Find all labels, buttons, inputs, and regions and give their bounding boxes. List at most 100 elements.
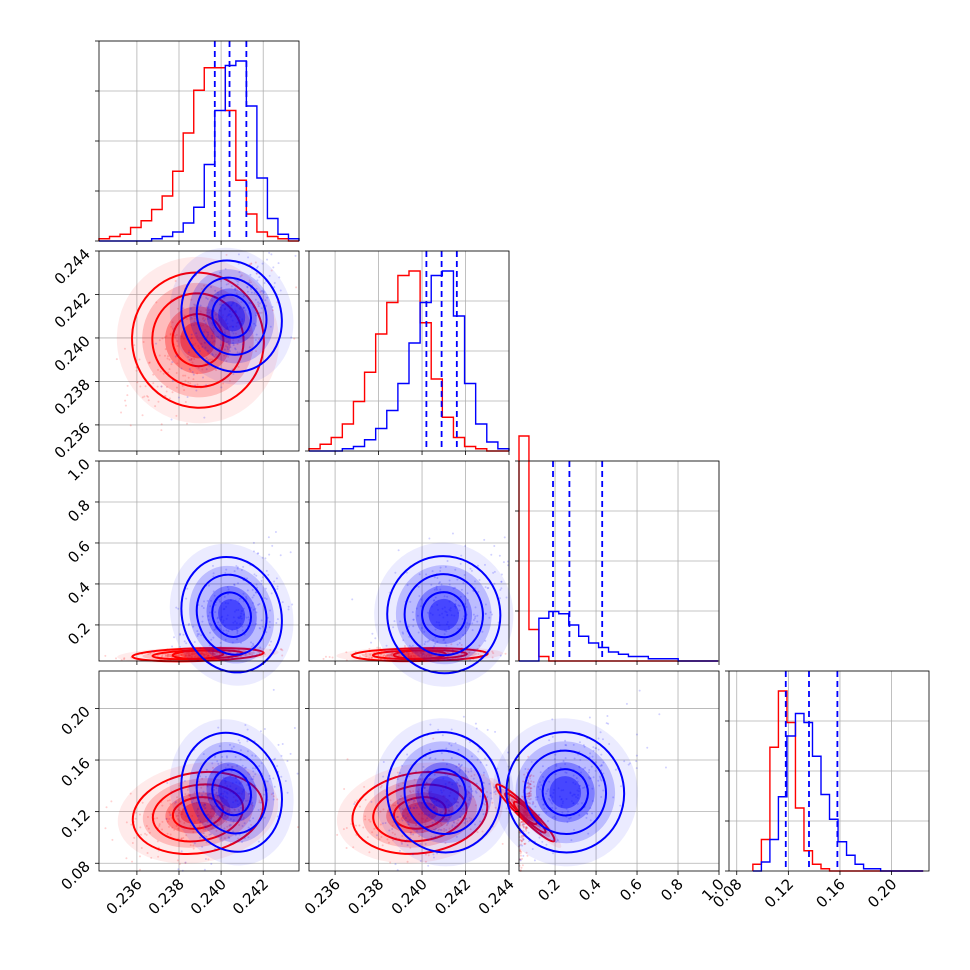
scatter-point bbox=[226, 585, 229, 588]
density-fill bbox=[142, 282, 254, 398]
scatter-point bbox=[361, 653, 364, 656]
scatter-point bbox=[258, 311, 261, 314]
scatter-point bbox=[193, 324, 196, 327]
scatter-point bbox=[173, 336, 176, 339]
scatter-point bbox=[256, 265, 259, 268]
scatter-point bbox=[261, 289, 264, 292]
x-tick-label: 0.4 bbox=[575, 875, 605, 905]
x-tick-label: 0.242 bbox=[431, 875, 474, 918]
scatter-point bbox=[166, 357, 169, 360]
scatter-point bbox=[202, 324, 205, 327]
scatter-point bbox=[248, 652, 251, 655]
scatter-point bbox=[246, 285, 249, 288]
scatter-point bbox=[173, 334, 176, 337]
scatter-point bbox=[231, 330, 234, 333]
scatter-point bbox=[194, 384, 197, 387]
scatter-point bbox=[218, 271, 221, 274]
scatter-point bbox=[169, 814, 172, 817]
scatter-point bbox=[239, 622, 242, 625]
scatter-point bbox=[368, 647, 371, 650]
scatter-point bbox=[276, 618, 279, 621]
scatter-point bbox=[237, 280, 240, 283]
scatter-point bbox=[237, 365, 240, 368]
scatter-point bbox=[193, 320, 196, 323]
scatter-point bbox=[236, 632, 239, 635]
scatter-point bbox=[234, 620, 237, 623]
scatter-point bbox=[324, 655, 327, 658]
scatter-point bbox=[376, 646, 379, 649]
scatter-point bbox=[250, 288, 253, 291]
scatter-point bbox=[264, 587, 267, 590]
scatter-point bbox=[206, 654, 209, 657]
scatter-point bbox=[477, 653, 480, 656]
scatter-point bbox=[391, 652, 394, 655]
scatter-point bbox=[240, 274, 243, 277]
scatter-point bbox=[233, 583, 236, 586]
scatter-point bbox=[238, 316, 241, 319]
x-tick-label: 0.2 bbox=[534, 875, 564, 905]
x-tick-label: 0.242 bbox=[229, 875, 272, 918]
scatter-point bbox=[171, 645, 174, 648]
scatter-point bbox=[241, 629, 244, 632]
scatter-point bbox=[207, 331, 210, 334]
scatter-point bbox=[235, 292, 238, 295]
scatter-point bbox=[255, 311, 258, 314]
scatter-point bbox=[176, 354, 179, 357]
scatter-point bbox=[218, 303, 221, 306]
contour-line bbox=[180, 555, 283, 674]
scatter-point bbox=[410, 645, 413, 648]
scatter-point bbox=[503, 536, 506, 539]
scatter-point bbox=[258, 338, 261, 341]
scatter-point bbox=[160, 385, 163, 388]
scatter-point bbox=[462, 715, 465, 718]
scatter-point bbox=[345, 651, 348, 654]
scatter-point bbox=[138, 358, 141, 361]
scatter-point bbox=[358, 655, 361, 658]
scatter-point bbox=[211, 654, 214, 657]
scatter-point bbox=[187, 653, 190, 656]
scatter-point bbox=[264, 557, 267, 560]
scatter-point bbox=[250, 645, 253, 648]
scatter-point bbox=[230, 304, 233, 307]
scatter-point bbox=[225, 629, 228, 632]
scatter-point bbox=[195, 332, 198, 335]
scatter-point bbox=[142, 341, 145, 344]
scatter-point bbox=[204, 653, 207, 656]
scatter-point bbox=[451, 532, 454, 535]
scatter-point bbox=[187, 376, 190, 379]
scatter-point bbox=[229, 315, 232, 318]
scatter-point bbox=[460, 644, 463, 647]
scatter-point bbox=[198, 347, 201, 350]
scatter-point bbox=[221, 303, 224, 306]
y-tick-label: 0.4 bbox=[64, 578, 94, 608]
scatter-point bbox=[199, 646, 202, 649]
scatter-point bbox=[638, 689, 641, 692]
scatter-point bbox=[208, 584, 211, 587]
scatter-point bbox=[129, 424, 132, 427]
scatter-point bbox=[265, 569, 268, 572]
scatter-point bbox=[241, 349, 244, 352]
scatter-point bbox=[198, 350, 201, 353]
scatter-point bbox=[646, 746, 649, 749]
scatter-point bbox=[223, 308, 226, 311]
scatter-point bbox=[494, 730, 497, 733]
scatter-point bbox=[380, 653, 383, 656]
scatter-point bbox=[207, 352, 210, 355]
scatter-point bbox=[224, 572, 227, 575]
scatter-point bbox=[220, 616, 223, 619]
scatter-point bbox=[250, 291, 253, 294]
scatter-point bbox=[386, 655, 389, 658]
y-tick-label: 0.12 bbox=[57, 806, 93, 842]
scatter-point bbox=[191, 317, 194, 320]
scatter-point bbox=[181, 335, 184, 338]
contour-line bbox=[195, 573, 268, 656]
density-fill bbox=[189, 565, 275, 664]
scatter-point bbox=[221, 615, 224, 618]
scatter-point bbox=[522, 854, 525, 857]
scatter-point bbox=[252, 594, 255, 597]
scatter-point bbox=[384, 654, 387, 657]
scatter-point bbox=[268, 644, 271, 647]
scatter-point bbox=[230, 304, 233, 307]
scatter-point bbox=[238, 271, 241, 274]
scatter-point bbox=[205, 384, 208, 387]
